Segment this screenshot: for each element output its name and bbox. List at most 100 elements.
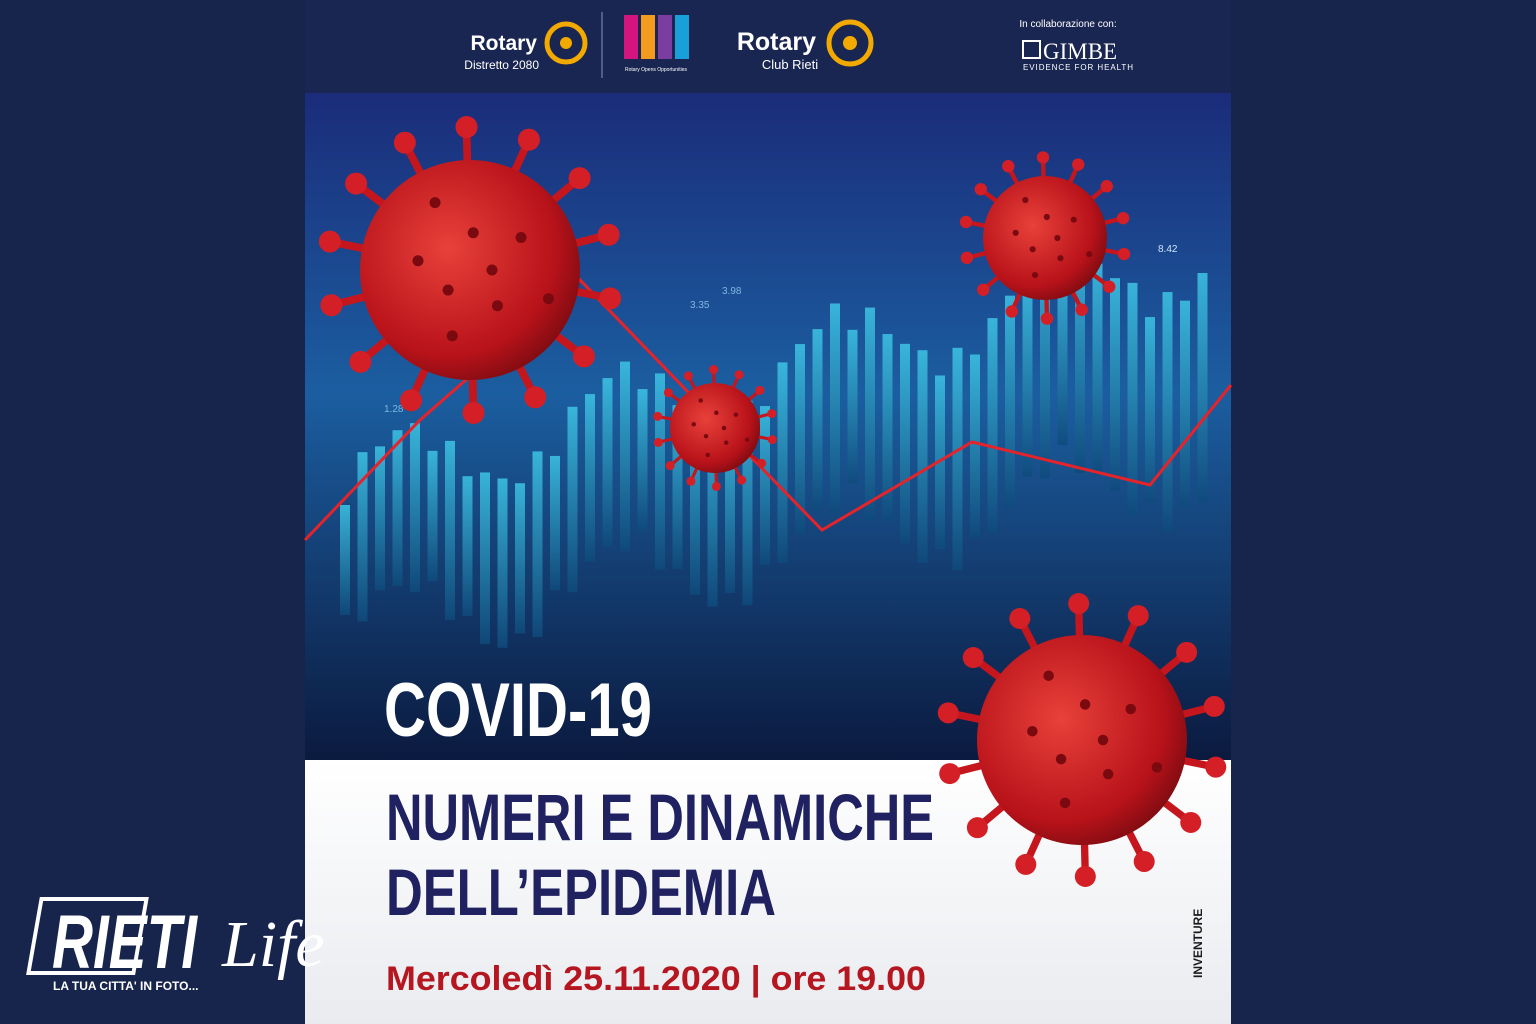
decor-bar <box>917 350 928 563</box>
watermark-box <box>26 897 149 975</box>
virus-dot <box>467 227 479 239</box>
decor-bar <box>1005 295 1015 509</box>
rotary-sub: Club Rieti <box>762 57 818 72</box>
gimbe-tagline: EVIDENCE FOR HEALTH <box>1023 63 1133 72</box>
virus-spike-tip <box>1203 695 1225 717</box>
door-icon <box>641 15 655 59</box>
virus-dot <box>1054 234 1061 242</box>
virus-spike-tip <box>977 283 990 296</box>
virus-spike-tip <box>686 476 696 486</box>
virus-body <box>977 635 1187 845</box>
decor-bar <box>1075 244 1085 473</box>
decor-bar <box>1127 282 1138 517</box>
virus-body <box>670 383 760 473</box>
virus-dot <box>1022 196 1029 204</box>
decor-bar <box>707 415 718 607</box>
virus-spike-tip <box>517 128 540 151</box>
decor-bar <box>550 455 560 591</box>
virus-spike-tip <box>939 763 961 785</box>
decor-bar <box>655 373 665 570</box>
virus-dot <box>446 330 458 342</box>
virus-dot <box>1086 251 1093 258</box>
decor-bar <box>637 389 648 532</box>
sponsor: INVENTURE <box>1191 909 1205 978</box>
virus-spike-tip <box>400 389 423 412</box>
decor-bar <box>340 505 350 615</box>
decor-bar <box>375 446 385 591</box>
virus-dot <box>1079 699 1091 710</box>
virus <box>937 593 1227 887</box>
decor-bar <box>970 354 980 538</box>
virus-spike-tip <box>653 411 663 421</box>
virus-spike-tip <box>1133 851 1155 873</box>
watermark-brand: RIETI <box>52 900 198 985</box>
decor-bar <box>1040 248 1050 479</box>
virus-dot <box>1125 703 1136 715</box>
virus-dot <box>442 284 454 296</box>
virus-spike-tip <box>1005 305 1019 318</box>
virus-spike-tip <box>966 817 988 839</box>
decor-bar <box>1180 300 1190 508</box>
virus-spike-tip <box>1009 607 1031 629</box>
decor-bar <box>795 344 805 535</box>
virus-spike-tip <box>349 350 372 373</box>
date: Mercoledì 25.11.2020 | ore 19.00 <box>386 960 926 998</box>
virus-dot <box>429 197 441 209</box>
virus-spike-tip <box>345 172 368 195</box>
header-band <box>305 0 1231 93</box>
decor-line <box>303 277 1233 542</box>
watermark-brand2: Life <box>221 908 325 981</box>
virus-spike-tip <box>1116 211 1130 225</box>
virus-spike-tip <box>455 116 478 139</box>
subtitle-line: DELL’EPIDEMIA <box>386 855 776 929</box>
virus-spike-tip <box>665 461 675 471</box>
virus-dot <box>721 425 727 431</box>
virus-spike-tip <box>755 385 765 395</box>
virus-dot <box>486 264 498 276</box>
decor-bar <box>357 452 368 622</box>
virus-spike-tip <box>1002 160 1015 173</box>
virus-spike-tip <box>1180 811 1202 833</box>
virus-dot <box>723 440 729 445</box>
door-icon <box>675 15 689 59</box>
decor-bar <box>882 334 893 522</box>
virus-dot <box>1097 734 1109 746</box>
virus-spike-tip <box>1074 865 1096 887</box>
virus-spike-tip <box>1036 151 1050 164</box>
decor-bar <box>1022 282 1033 477</box>
decor-bars <box>340 244 1208 648</box>
gimbe-name: GIMBE <box>1043 39 1117 64</box>
rotary-name: Rotary <box>737 28 816 56</box>
viruses <box>318 116 1227 887</box>
decor-bar <box>602 378 613 547</box>
collab-label: In collaborazione con: <box>1019 19 1116 30</box>
virus-spike-tip <box>767 409 777 419</box>
virus-dot <box>714 410 719 416</box>
decor-bar <box>760 406 770 565</box>
virus-dot <box>515 232 527 244</box>
virus-dot <box>1031 272 1039 279</box>
decor-bar <box>1197 273 1208 503</box>
virus-spike-tip <box>709 365 719 375</box>
chart-label: 3.98 <box>722 286 742 297</box>
virus-spike-tip <box>1103 280 1116 293</box>
rotary-wheel <box>544 21 588 65</box>
virus-dot <box>733 412 739 417</box>
decor-bar <box>690 408 700 595</box>
virus-spike-tip <box>1127 605 1149 627</box>
virus-spike-tip <box>757 458 767 468</box>
door-icon <box>658 15 672 59</box>
virus-spike-tip <box>653 437 663 447</box>
virus <box>653 365 777 491</box>
virus-spike-tip <box>597 223 620 246</box>
virus-spike-tip <box>1071 158 1085 171</box>
virus-spike-tip <box>1100 180 1113 193</box>
chart-label: 3.35 <box>690 300 710 311</box>
virus-spike-tip <box>683 371 693 381</box>
virus-spike-tip <box>1040 312 1054 325</box>
decor-bar <box>1057 267 1068 446</box>
virus-body <box>360 160 580 380</box>
virus-spike-tip <box>599 287 622 310</box>
